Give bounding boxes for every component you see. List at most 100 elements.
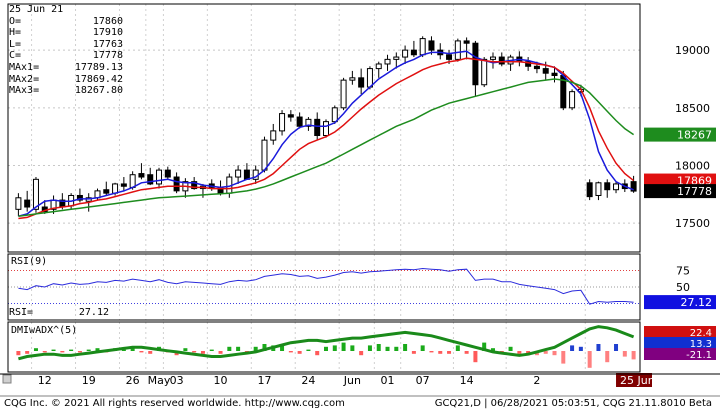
price-value-label: 17778 <box>677 185 712 198</box>
dmi-title: DMIwADX^(5) <box>11 325 78 336</box>
candle-body <box>156 169 163 185</box>
time-tick-label: 12 <box>38 374 52 387</box>
candle-body <box>314 118 321 136</box>
price-tick-label: 19000 <box>675 44 710 57</box>
readout-row: O= 17860 <box>9 16 123 28</box>
corner-square <box>2 374 12 384</box>
candle-body <box>489 56 496 60</box>
candle-body <box>138 173 145 178</box>
rsi-readout-label: RSI= <box>9 307 34 318</box>
candle-body <box>296 116 303 127</box>
grid <box>8 4 640 372</box>
readout-label: L= <box>9 38 22 50</box>
dmi-bar <box>306 349 311 351</box>
readout-label: MAx2= <box>9 73 40 85</box>
readout-value: 17910 <box>92 27 123 39</box>
dmi-bar <box>218 351 223 354</box>
candle-body <box>340 79 347 109</box>
time-tick-label: May <box>148 374 171 387</box>
time-tick-label: 07 <box>416 374 430 387</box>
candle-body <box>261 139 268 171</box>
candle-body <box>454 40 461 60</box>
dmi-bar <box>288 351 293 353</box>
candle-body <box>604 182 611 191</box>
readout-row: MAx2= 17869.42 <box>9 74 123 86</box>
readout-value: 17869.42 <box>74 73 123 85</box>
dmi-bar <box>570 345 575 351</box>
candle-body <box>525 61 532 67</box>
dmi-bar <box>552 351 557 356</box>
readout-row: H= 17910 <box>9 27 123 39</box>
dmi-bar <box>60 351 65 353</box>
readout-value: 17763 <box>92 38 123 50</box>
candle-body <box>129 174 136 188</box>
readout-label: MAx1= <box>9 61 40 73</box>
readout-value: 17778 <box>92 50 123 62</box>
candle-body <box>15 197 22 210</box>
dmi-bar <box>543 351 548 354</box>
dmi-bar <box>253 346 258 351</box>
dmi-bar <box>209 349 214 351</box>
dmi-bar <box>280 344 285 351</box>
dmi-bar <box>86 349 91 351</box>
readout-rows: O= 17860 H= 17910 L= 17763 C= 17778 MAx1= 17789.1… <box>9 16 123 97</box>
price-tick-label: 17500 <box>675 217 710 230</box>
candle-body <box>586 182 593 198</box>
status-footer: CQG Inc. © 2021 All rights reserved worl… <box>0 397 720 412</box>
dmi-bar <box>631 351 636 360</box>
panel-frames <box>0 3 720 397</box>
dmi-bar <box>490 348 495 351</box>
candle-body <box>358 77 365 88</box>
candle-body <box>349 77 356 81</box>
dmi-bar <box>51 349 56 351</box>
ohlc-readout: 25 Jun 21 O= 17860 H= 17910 L= 17763 C= 17778 MA… <box>9 4 123 97</box>
dmi-bar <box>403 344 408 351</box>
ma-line <box>18 57 635 220</box>
readout-value: 17860 <box>92 15 123 27</box>
candle-body <box>191 181 198 190</box>
candle-body <box>569 91 576 109</box>
candle-body <box>243 169 250 180</box>
dmi-bar <box>42 351 47 353</box>
candle-body <box>419 38 426 56</box>
rsi-panel <box>8 267 640 305</box>
adx-line <box>18 325 635 361</box>
price-tick-label: 18000 <box>675 159 710 172</box>
candle-body <box>384 58 391 65</box>
dmi-bar <box>25 351 30 354</box>
candle-body <box>76 194 83 201</box>
time-tick-label: 03 <box>170 374 184 387</box>
candle-body <box>630 181 637 192</box>
candle-body <box>481 58 488 86</box>
candle-body <box>463 40 470 44</box>
dmi-bar <box>420 345 425 351</box>
dmi-bar <box>297 351 302 354</box>
dmi-value-label: -21.1 <box>686 350 712 361</box>
dmi-bar <box>429 351 434 353</box>
readout-value: 17789.13 <box>74 61 123 73</box>
time-tick-label: 10 <box>214 374 228 387</box>
candle-body <box>331 107 338 123</box>
dmi-bar <box>227 346 232 351</box>
dmi-bar <box>447 351 452 354</box>
candle-body <box>235 169 242 178</box>
dmi-bar <box>464 351 469 354</box>
candle-body <box>305 118 312 127</box>
panel-frame <box>7 253 641 321</box>
dmi-bar <box>121 349 126 351</box>
dmi-bar <box>148 351 153 354</box>
footer-copyright: CQG Inc. © 2021 All rights reserved worl… <box>4 398 345 409</box>
dmi-bar <box>130 346 135 351</box>
dmi-bar <box>394 346 399 351</box>
dmi-bar <box>376 344 381 351</box>
dmi-bar <box>139 351 144 353</box>
candle-body <box>103 189 110 194</box>
panel-frame <box>7 3 641 253</box>
candle-body <box>164 169 171 178</box>
price-value-box <box>644 184 716 199</box>
candle-body <box>551 72 558 77</box>
candle-body <box>498 56 505 65</box>
dmi-bar <box>236 346 241 351</box>
candle-body <box>32 178 39 210</box>
time-tick-label: 2 <box>533 374 540 387</box>
